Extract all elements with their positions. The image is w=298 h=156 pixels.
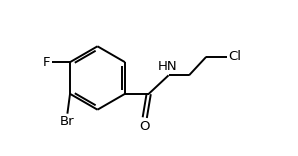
Text: HN: HN <box>157 60 177 73</box>
Text: Cl: Cl <box>228 50 241 63</box>
Text: F: F <box>43 56 50 69</box>
Text: Br: Br <box>60 115 75 128</box>
Text: O: O <box>139 120 150 133</box>
